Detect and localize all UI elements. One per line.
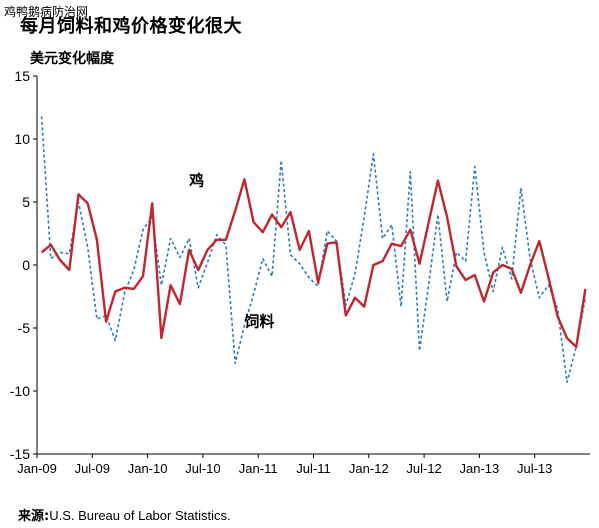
source-label: 来源: <box>18 509 50 524</box>
watermark-text: 鸡鸭鹅病防治网 <box>4 5 89 19</box>
x-tick-label: Jan-11 <box>239 461 278 476</box>
source-text: U.S. Bureau of Labor Statistics. <box>49 508 231 523</box>
y-tick-label: 5 <box>22 194 30 210</box>
x-tick-label: Jan-10 <box>128 461 168 476</box>
y-tick-label: -5 <box>18 320 31 336</box>
x-tick-label: Jul-11 <box>296 461 330 476</box>
y-axis-label: 美元变化幅度 <box>30 51 114 67</box>
y-tick-label: -10 <box>10 383 30 399</box>
chicken-series-line <box>40 178 587 349</box>
y-tick-label: 15 <box>14 68 30 84</box>
y-tick-label: -15 <box>10 446 30 462</box>
series-annotation-0: 鸡 <box>188 172 204 190</box>
x-tick-label: Jan-12 <box>349 461 389 476</box>
x-tick-label: Jul-13 <box>517 461 552 476</box>
series-annotation-1: 饲料 <box>243 313 274 331</box>
x-tick-label: Jan-13 <box>460 461 500 476</box>
y-tick-label: 0 <box>22 257 30 273</box>
y-tick-label: 10 <box>14 131 30 147</box>
chart-title: 每月饲料和鸡价格变化很大 <box>20 16 242 37</box>
x-tick-label: Jul-12 <box>406 461 441 476</box>
x-tick-label: Jan-09 <box>17 461 57 476</box>
source-note: 来源:U.S. Bureau of Labor Statistics. <box>18 505 231 524</box>
x-tick-label: Jul-09 <box>75 461 110 476</box>
feed-series-line <box>40 116 587 384</box>
x-tick-label: Jul-10 <box>185 461 220 476</box>
